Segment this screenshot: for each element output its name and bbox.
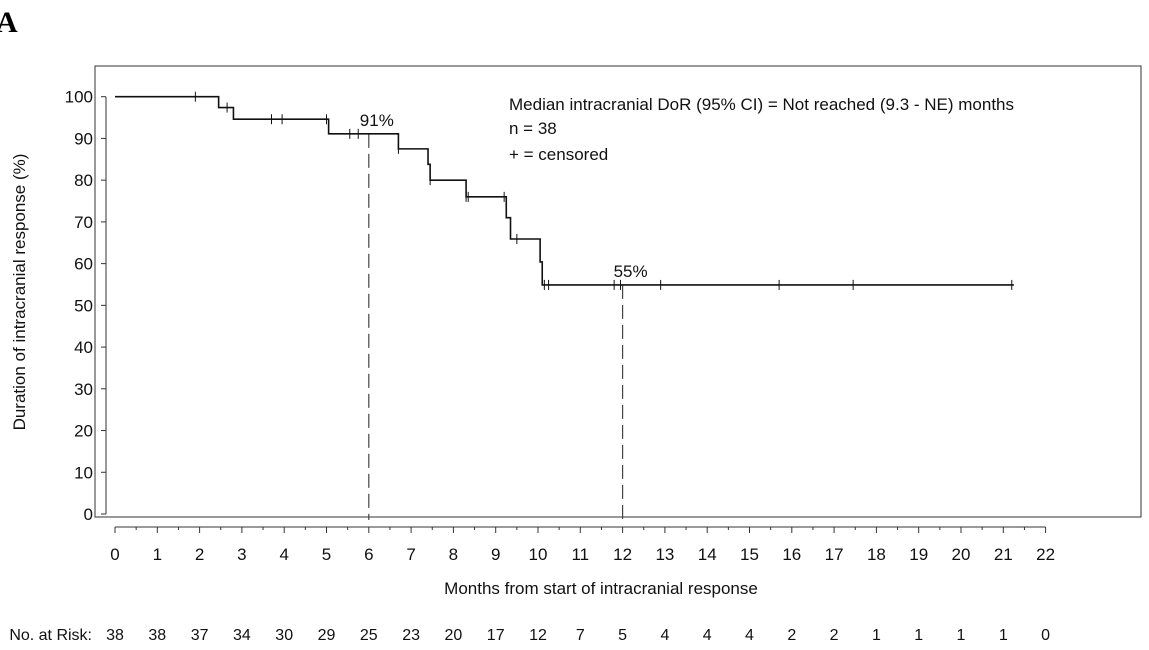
x-tick-label: 7 [406, 545, 415, 564]
risk-count: 1 [914, 627, 923, 644]
y-tick-label: 10 [74, 463, 93, 482]
n-annotation: n = 38 [509, 119, 557, 138]
risk-count: 38 [106, 627, 124, 644]
y-tick-label: 50 [74, 296, 93, 315]
x-axis-title: Months from start of intracranial respon… [444, 579, 758, 598]
x-tick-label: 9 [491, 545, 500, 564]
x-tick-label: 0 [110, 545, 119, 564]
x-tick-label: 21 [994, 545, 1013, 564]
reference-label: 91% [360, 111, 394, 130]
x-tick-label: 2 [195, 545, 204, 564]
x-tick-label: 18 [867, 545, 886, 564]
y-tick-label: 70 [74, 213, 93, 232]
y-tick-label: 40 [74, 338, 93, 357]
risk-count: 0 [1041, 627, 1050, 644]
risk-count: 2 [830, 627, 839, 644]
risk-count: 25 [360, 627, 378, 644]
risk-table-label: No. at Risk: [9, 627, 92, 644]
x-tick-label: 20 [952, 545, 971, 564]
risk-count: 4 [660, 627, 669, 644]
x-tick-label: 16 [782, 545, 801, 564]
x-tick-label: 11 [571, 545, 589, 564]
x-tick-label: 15 [740, 545, 759, 564]
risk-count: 20 [445, 627, 463, 644]
y-tick-label: 30 [74, 380, 93, 399]
y-axis: 0 10 20 30 40 50 60 70 80 90 100 [65, 88, 107, 524]
reference-lines: 91% 55% [360, 111, 648, 520]
risk-count: 38 [148, 627, 166, 644]
x-tick-label: 3 [237, 545, 246, 564]
x-tick-label: 8 [449, 545, 458, 564]
y-tick-label: 60 [74, 255, 93, 274]
risk-table: No. at Risk: 38 38 37 34 30 29 25 23 20 17 12 7 5 4 4 4… [9, 627, 1050, 644]
risk-count: 7 [576, 627, 585, 644]
risk-count: 37 [191, 627, 209, 644]
survival-curve [115, 95, 1014, 286]
x-tick-label: 1 [153, 545, 162, 564]
risk-count: 5 [618, 627, 627, 644]
y-axis-title: Duration of intracranial response (%) [10, 154, 29, 431]
x-tick-label: 19 [909, 545, 928, 564]
reference-label: 55% [614, 262, 648, 281]
x-tick-label: 5 [322, 545, 331, 564]
x-axis: 0 1 2 3 4 5 6 7 8 9 10 11 12 13 14 15 16 17 18 19 20 21 22 [110, 526, 1055, 564]
y-tick-label: 20 [74, 422, 93, 441]
risk-count: 1 [957, 627, 966, 644]
risk-count: 4 [745, 627, 754, 644]
y-tick-label: 0 [84, 505, 93, 524]
x-tick-label: 6 [364, 545, 373, 564]
risk-count: 23 [402, 627, 420, 644]
risk-count: 30 [275, 627, 293, 644]
censor-marks [194, 91, 1013, 290]
panel-label: A [0, 6, 18, 39]
y-tick-label: 90 [74, 129, 93, 148]
censored-legend: + = censored [509, 145, 608, 164]
y-tick-label: 100 [65, 88, 93, 107]
x-tick-label: 14 [698, 545, 717, 564]
risk-count: 12 [529, 627, 547, 644]
x-tick-label: 13 [655, 545, 674, 564]
risk-count: 1 [999, 627, 1008, 644]
x-tick-label: 4 [279, 545, 288, 564]
y-tick-label: 80 [74, 171, 93, 190]
risk-count: 4 [703, 627, 712, 644]
risk-count: 29 [318, 627, 336, 644]
plot-area-frame [94, 65, 1142, 518]
risk-count: 1 [872, 627, 881, 644]
risk-count: 2 [787, 627, 796, 644]
km-step-line [115, 95, 1014, 286]
median-annotation: Median intracranial DoR (95% CI) = Not r… [509, 95, 1014, 114]
x-tick-label: 17 [825, 545, 844, 564]
risk-count: 17 [487, 627, 505, 644]
x-tick-label: 12 [613, 545, 632, 564]
risk-count: 34 [233, 627, 251, 644]
x-tick-label: 22 [1036, 545, 1055, 564]
x-tick-label: 10 [529, 545, 548, 564]
